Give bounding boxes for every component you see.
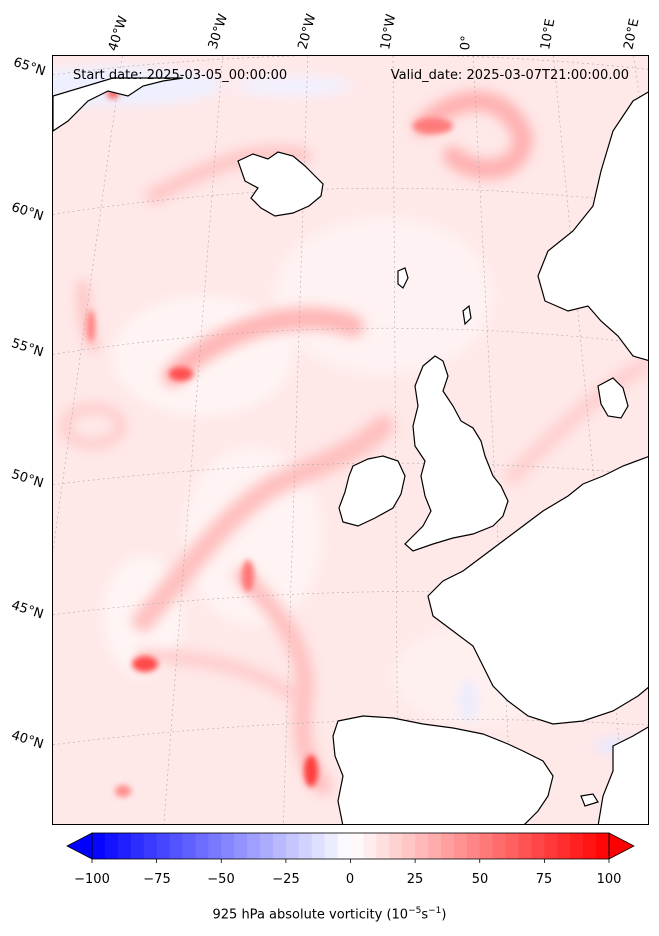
denmark bbox=[597, 377, 629, 419]
colorbar-label: 925 hPa absolute vorticity (10−5s−1) bbox=[0, 906, 659, 922]
colorbar-segment bbox=[440, 833, 455, 859]
colorbar-segment bbox=[169, 833, 183, 859]
vorticity-map bbox=[53, 56, 648, 824]
colorbar-tickmarks bbox=[91, 859, 610, 863]
lon-label-20w: 20°W bbox=[295, 12, 320, 51]
colorbar-segment bbox=[350, 833, 364, 859]
faroe-islands bbox=[397, 267, 409, 289]
colorbar-segment bbox=[518, 833, 532, 859]
colorbar-tick-label: −100 bbox=[74, 872, 110, 887]
colorbar-segment bbox=[337, 833, 351, 859]
balearic-islands bbox=[580, 793, 599, 807]
colorbar-segment bbox=[596, 833, 610, 859]
colorbar-tick-label: −25 bbox=[272, 872, 300, 887]
colorbar-segment bbox=[570, 833, 584, 859]
colorbar-segment bbox=[92, 833, 106, 859]
colorbar-segment bbox=[544, 833, 558, 859]
colorbar-segment bbox=[311, 833, 326, 859]
colorbar-segment bbox=[182, 833, 196, 859]
colorbar-segment bbox=[415, 833, 429, 859]
colorbar-segment bbox=[260, 833, 274, 859]
colorbar-segment bbox=[453, 833, 468, 859]
colorbar-segment bbox=[117, 833, 132, 859]
colorbar-segment bbox=[428, 833, 442, 859]
colorbar-segment bbox=[247, 833, 261, 859]
landmasses bbox=[53, 77, 648, 824]
colorbar-segment bbox=[402, 833, 416, 859]
colorbar-segment bbox=[492, 833, 507, 859]
lat-label-60n: 60°N bbox=[9, 200, 46, 225]
map-panel bbox=[52, 55, 649, 825]
colorbar-tick-label: 50 bbox=[471, 872, 489, 887]
valid-date-label: Valid_date: 2025-03-07T21:00:00.00 bbox=[390, 68, 629, 83]
lat-label-55n: 55°N bbox=[9, 336, 46, 361]
colorbar-segment bbox=[130, 833, 145, 859]
lon-label-0: 0° bbox=[458, 34, 475, 51]
colorbar-segment bbox=[557, 833, 571, 859]
colorbar-label-exp2: −1 bbox=[428, 906, 442, 916]
lat-label-40n: 40°N bbox=[9, 728, 46, 753]
colorbar-tick-label: −50 bbox=[207, 872, 235, 887]
colorbar-tick-label: 75 bbox=[535, 872, 553, 887]
iceland bbox=[237, 151, 324, 217]
colorbar-segment bbox=[234, 833, 248, 859]
great-britain bbox=[404, 355, 509, 552]
colorbar-segment bbox=[156, 833, 170, 859]
colorbar-segment bbox=[376, 833, 390, 859]
colorbar-segment bbox=[298, 833, 313, 859]
lon-label-10w: 10°W bbox=[378, 13, 400, 52]
colorbar-extend-max bbox=[608, 832, 635, 860]
lon-label-30w: 30°W bbox=[205, 12, 232, 51]
lon-label-40w: 40°W bbox=[105, 14, 132, 53]
lat-label-45n: 45°N bbox=[9, 598, 46, 623]
colorbar-segment bbox=[143, 833, 158, 859]
africa-corner bbox=[597, 726, 648, 824]
colorbar-segment bbox=[272, 833, 287, 859]
colorbar-segment bbox=[285, 833, 300, 859]
vorticity-maxima bbox=[87, 89, 453, 797]
norway-sweden bbox=[537, 91, 648, 362]
colorbar-segment bbox=[479, 833, 494, 859]
colorbar-tick-label: 100 bbox=[596, 872, 622, 887]
colorbar-label-mid: s bbox=[421, 907, 429, 923]
colorbar-label-text: 925 hPa absolute vorticity (10 bbox=[212, 907, 409, 923]
colorbar-segment bbox=[505, 833, 519, 859]
lon-label-20e: 20°E bbox=[621, 17, 643, 52]
shetland-islands bbox=[462, 304, 472, 326]
colorbar-extend-min bbox=[66, 832, 93, 860]
colorbar-label-exp1: −5 bbox=[408, 906, 422, 916]
colorbar-segment bbox=[104, 833, 119, 859]
vorticity-bands bbox=[61, 91, 648, 795]
colorbar-segment bbox=[324, 833, 338, 859]
start-date-label: Start date: 2025-03-05_00:00:00 bbox=[73, 68, 288, 83]
ireland bbox=[338, 455, 406, 527]
colorbar-segment bbox=[363, 833, 377, 859]
greenland-tip bbox=[53, 77, 184, 132]
colorbar-segment bbox=[389, 833, 403, 859]
colorbar-label-end: ) bbox=[441, 907, 447, 923]
lat-label-65n: 65°N bbox=[11, 55, 48, 80]
lon-label-10e: 10°E bbox=[538, 17, 559, 52]
colorbar-segment bbox=[195, 833, 209, 859]
colorbar-tick-label: 25 bbox=[406, 872, 424, 887]
colorbar-segment bbox=[583, 833, 597, 859]
colorbar-tick-label: 0 bbox=[345, 872, 355, 887]
colorbar-segment bbox=[221, 833, 235, 859]
iberia bbox=[332, 715, 554, 824]
colorbar-outline bbox=[91, 832, 610, 860]
colorbar-segment bbox=[466, 833, 481, 859]
colorbar-segments bbox=[92, 833, 610, 859]
colorbar-tick-label: −75 bbox=[143, 872, 171, 887]
continental-europe bbox=[427, 456, 648, 725]
colorbar-segment bbox=[531, 833, 545, 859]
colorbar-segment bbox=[208, 833, 222, 859]
lat-label-50n: 50°N bbox=[9, 467, 46, 492]
